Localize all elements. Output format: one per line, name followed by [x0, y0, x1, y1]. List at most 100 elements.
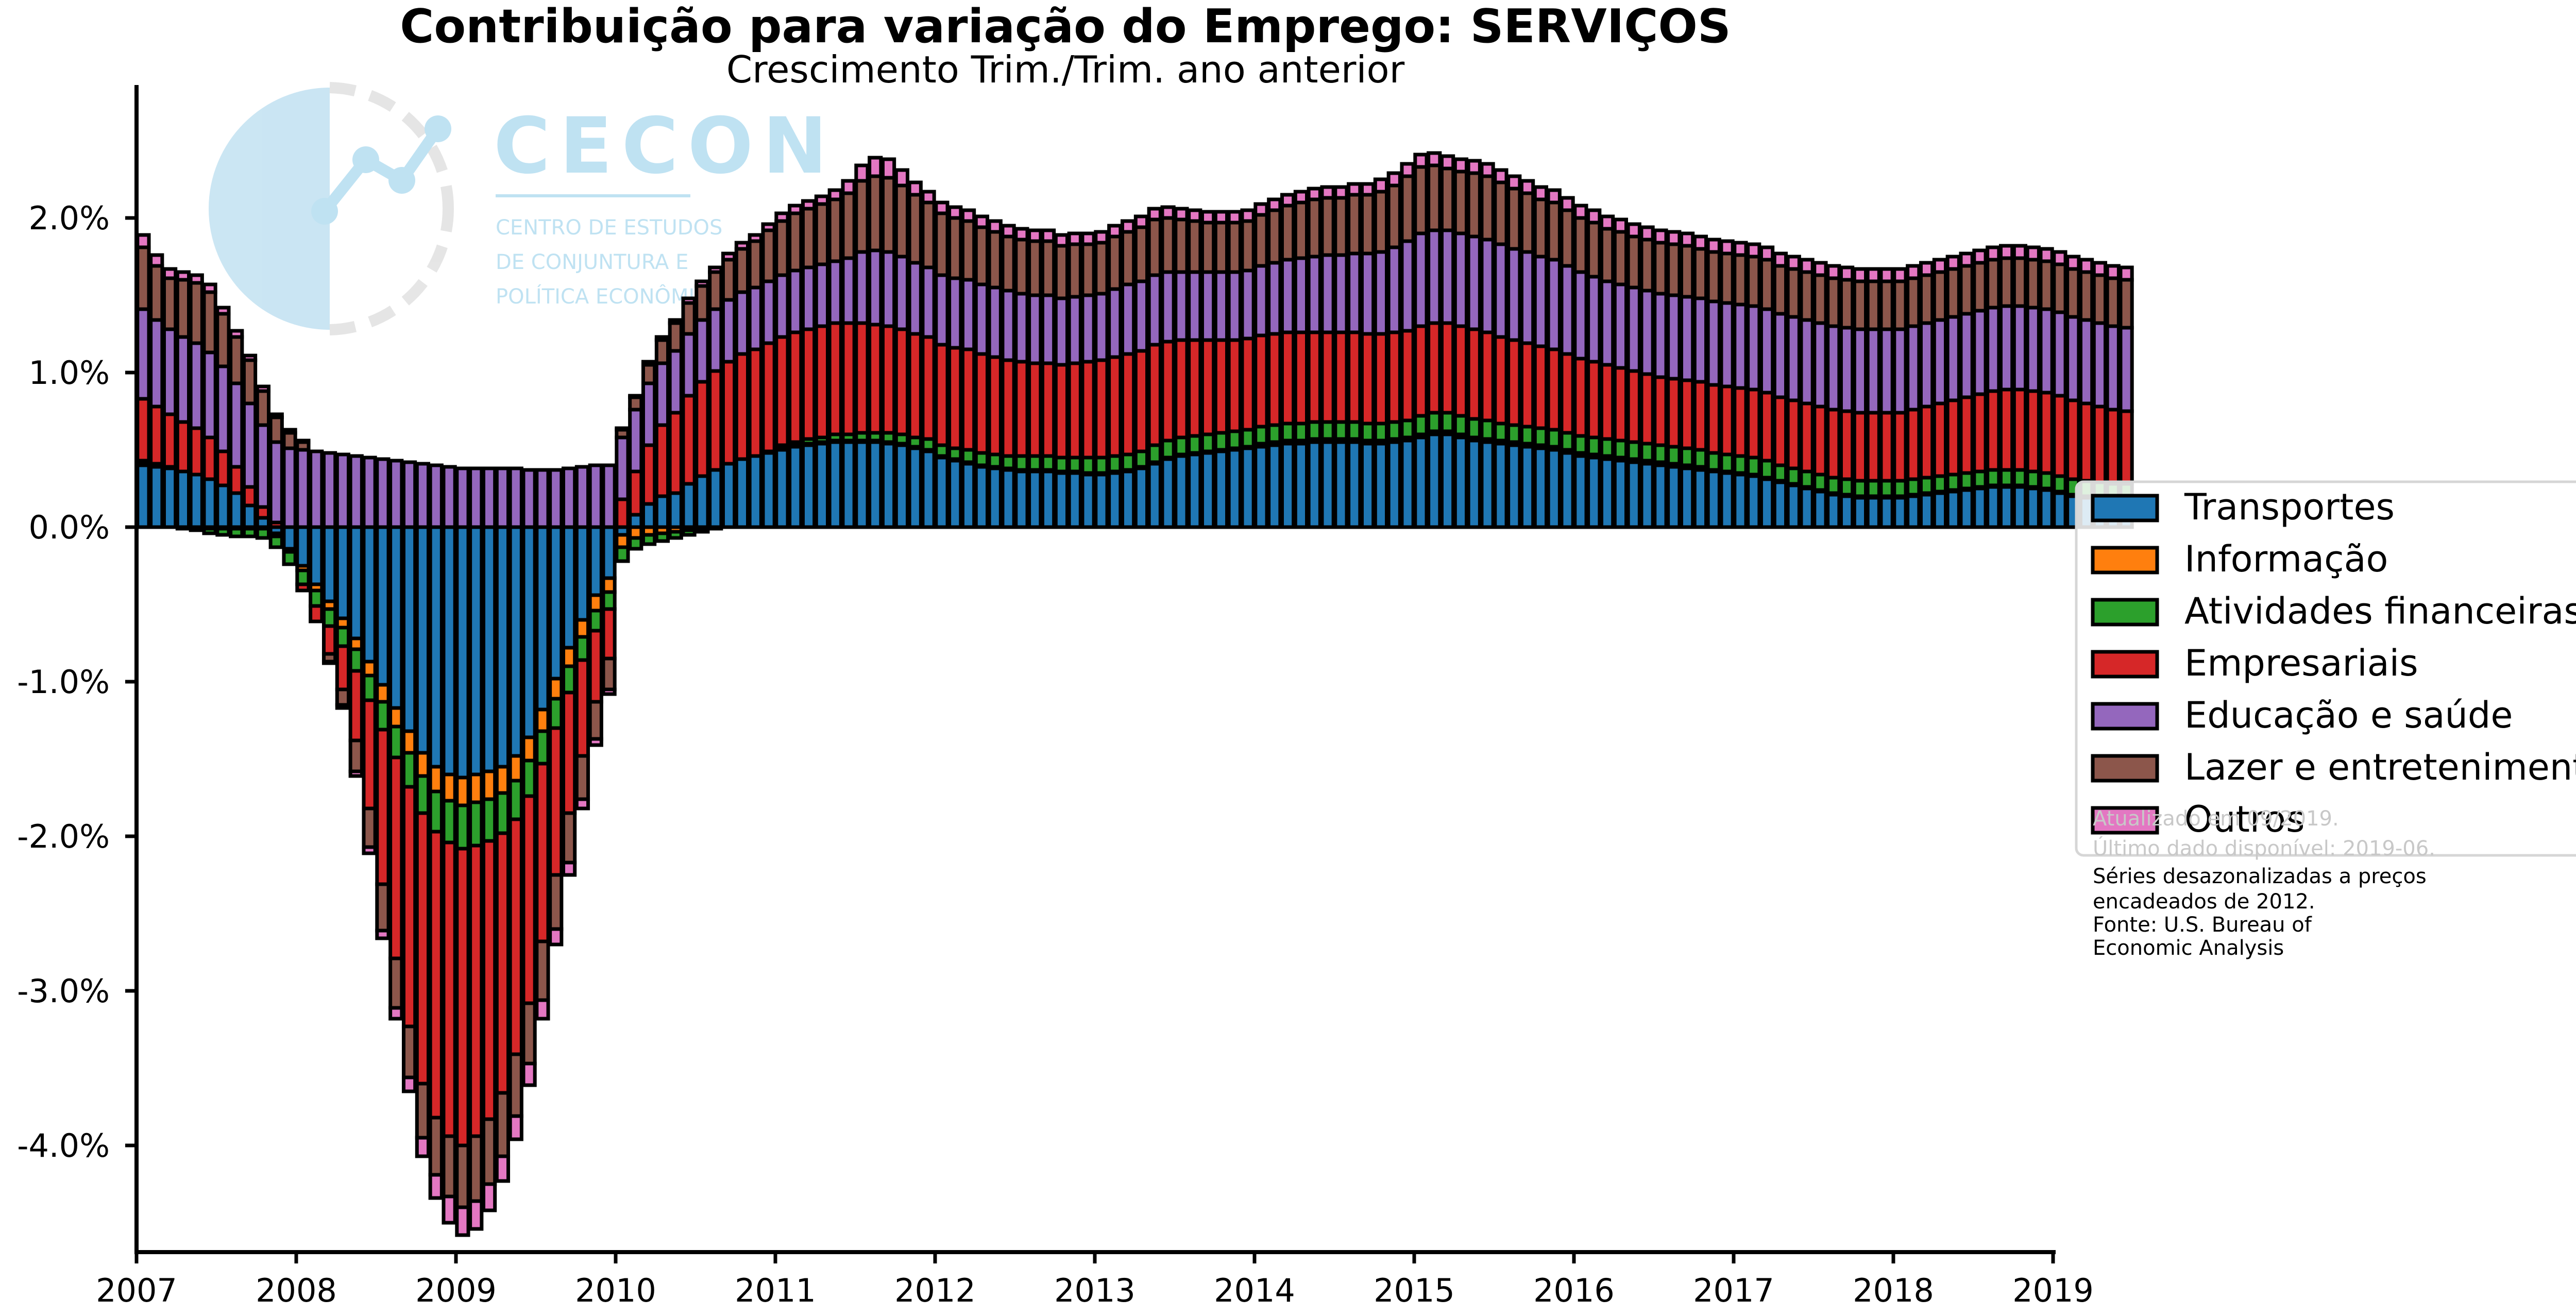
bar-educação-e-saúde	[654, 361, 670, 427]
bar-educação-e-saúde	[2105, 324, 2121, 412]
bar-empresariais	[1400, 329, 1415, 423]
bar-outros	[1160, 205, 1176, 220]
bar-atividades-financeiras	[1027, 454, 1043, 472]
bar-lazer-e-entretenimento	[1094, 241, 1109, 296]
bar-atividades-financeiras	[415, 774, 431, 815]
bar-lazer-e-entretenimento	[175, 278, 191, 339]
bar-educação-e-saúde	[894, 255, 910, 331]
bar-outros	[2078, 258, 2094, 274]
bar-educação-e-saúde	[1746, 304, 1761, 392]
bar-lazer-e-entretenimento	[1812, 273, 1828, 325]
bar-lazer-e-entretenimento	[1213, 221, 1229, 274]
bar-informação	[388, 706, 404, 729]
bar-outros	[561, 861, 577, 877]
bar-transportes	[681, 482, 697, 529]
bar-transportes	[1852, 496, 1868, 529]
bar-atividades-financeiras	[1160, 438, 1176, 460]
bar-atividades-financeiras	[1427, 411, 1442, 433]
bar-lazer-e-entretenimento	[1586, 221, 1602, 279]
bar-lazer-e-entretenimento	[1054, 244, 1070, 300]
bar-transportes	[1986, 485, 2001, 529]
bar-lazer-e-entretenimento	[242, 358, 258, 406]
bar-transportes	[1533, 446, 1549, 529]
bar-atividades-financeiras	[1839, 477, 1855, 497]
bar-educação-e-saúde	[1852, 327, 1868, 415]
bar-atividades-financeiras	[535, 729, 550, 766]
bar-transportes	[1586, 455, 1602, 529]
bar-transportes	[561, 525, 577, 650]
x-tick-label: 2007	[96, 1272, 177, 1309]
bar-educação-e-saúde	[1533, 255, 1549, 348]
bar-lazer-e-entretenimento	[1027, 239, 1043, 297]
bar-outros	[1586, 208, 1602, 225]
bar-outros	[2039, 247, 2054, 263]
bar-educação-e-saúde	[229, 381, 244, 469]
bar-atividades-financeiras	[615, 545, 630, 563]
bar-transportes	[1653, 463, 1668, 529]
bar-lazer-e-entretenimento	[1307, 197, 1322, 259]
x-tick-label: 2013	[1054, 1272, 1136, 1309]
bar-empresariais	[721, 360, 737, 466]
bar-educação-e-saúde	[1613, 282, 1629, 370]
bar-empresariais	[1839, 409, 1855, 481]
bar-lazer-e-entretenimento	[1439, 166, 1455, 232]
bar-atividades-financeiras	[668, 530, 683, 540]
bar-lazer-e-entretenimento	[1706, 250, 1721, 303]
bar-outros	[428, 1173, 444, 1200]
bar-empresariais	[1852, 411, 1868, 483]
bar-lazer-e-entretenimento	[1560, 208, 1575, 268]
bar-transportes	[1639, 462, 1655, 529]
bar-lazer-e-entretenimento	[508, 1052, 523, 1118]
bar-educação-e-saúde	[1187, 270, 1202, 342]
bar-outros	[1599, 214, 1615, 231]
bar-empresariais	[1054, 363, 1070, 460]
bar-educação-e-saúde	[814, 262, 830, 328]
bar-atividades-financeiras	[1227, 429, 1242, 450]
bar-outros	[1200, 210, 1216, 225]
bar-lazer-e-entretenimento	[894, 183, 910, 259]
bars-group	[135, 151, 2134, 1237]
bar-empresariais	[162, 412, 178, 469]
bar-outros	[1826, 264, 1841, 280]
bar-outros	[1001, 224, 1016, 239]
bar-lazer-e-entretenimento	[601, 656, 617, 691]
bar-empresariais	[1546, 347, 1562, 432]
bar-atividades-financeiras	[1280, 421, 1296, 443]
bar-atividades-financeiras	[2012, 468, 2028, 487]
bar-transportes	[401, 525, 417, 733]
bar-empresariais	[1772, 395, 1788, 467]
bar-educação-e-saúde	[1919, 321, 1935, 409]
bar-lazer-e-entretenimento	[1879, 279, 1894, 331]
bar-lazer-e-entretenimento	[1453, 170, 1469, 235]
bar-transportes	[947, 459, 963, 529]
bar-lazer-e-entretenimento	[1959, 264, 1974, 316]
bar-outros	[175, 270, 191, 282]
bar-transportes	[1799, 486, 1815, 529]
bar-educação-e-saúde	[841, 256, 856, 325]
bar-educação-e-saúde	[1772, 312, 1788, 399]
bar-transportes	[1560, 451, 1575, 529]
bar-outros	[1413, 153, 1429, 169]
bar-outros	[1267, 197, 1282, 212]
bar-transportes	[1107, 471, 1123, 529]
bar-lazer-e-entretenimento	[1573, 216, 1588, 274]
bar-transportes	[1546, 448, 1562, 529]
bar-atividades-financeiras	[215, 527, 231, 537]
bar-lazer-e-entretenimento	[788, 211, 803, 273]
bar-lazer-e-entretenimento	[229, 335, 244, 385]
bar-atividades-financeiras	[1347, 420, 1362, 441]
bar-outros	[295, 438, 311, 444]
bar-lazer-e-entretenimento	[1772, 264, 1788, 316]
bar-atividades-financeiras	[1067, 455, 1082, 474]
bar-transportes	[481, 525, 497, 773]
bar-transportes	[868, 440, 883, 529]
bar-lazer-e-entretenimento	[282, 431, 297, 450]
bar-atividades-financeiras	[1213, 431, 1229, 452]
bar-transportes	[535, 525, 550, 712]
bar-transportes	[2039, 488, 2054, 529]
bar-empresariais	[1466, 327, 1482, 421]
bar-outros	[974, 214, 990, 229]
bar-lazer-e-entretenimento	[681, 301, 697, 336]
bar-educação-e-saúde	[960, 278, 976, 351]
bar-educação-e-saúde	[907, 261, 923, 336]
